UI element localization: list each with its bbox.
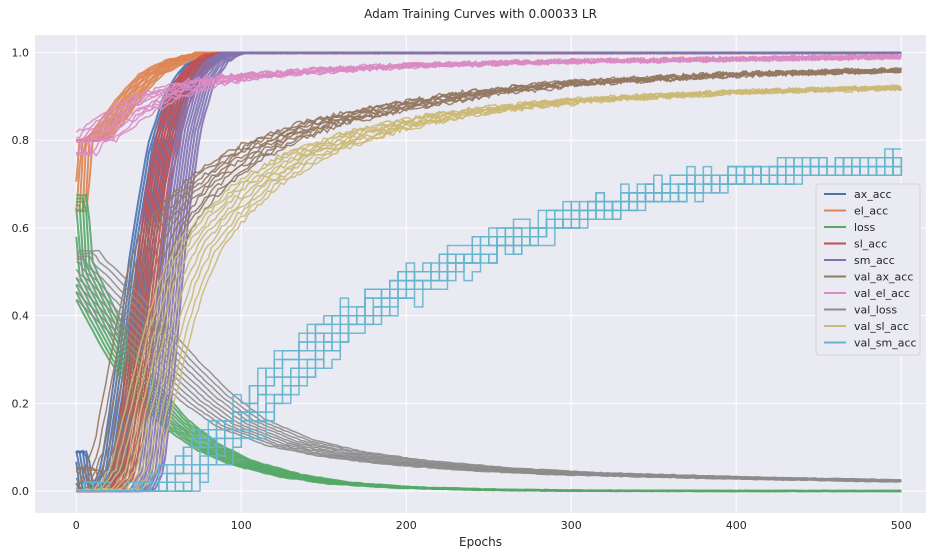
- y-tick-label: 0.8: [12, 134, 30, 147]
- series-line-val_sl_acc: [76, 85, 902, 492]
- x-tick-label: 400: [726, 519, 747, 532]
- legend-label: val_sm_acc: [854, 337, 917, 350]
- x-tick-label: 300: [561, 519, 582, 532]
- y-tick-label: 1.0: [12, 47, 30, 60]
- y-tick-label: 0.4: [12, 310, 30, 323]
- x-tick-labels: 0 100 200 300 400 500: [73, 519, 912, 532]
- legend-label: sl_acc: [854, 238, 887, 251]
- x-tick-label: 100: [231, 519, 252, 532]
- x-tick-label: 500: [891, 519, 912, 532]
- y-tick-labels: 0.0 0.2 0.4 0.6 0.8 1.0: [12, 47, 30, 499]
- y-tick-label: 0.2: [12, 397, 30, 410]
- legend-label: val_sl_acc: [854, 320, 909, 333]
- series-line-val_sm_acc: [76, 157, 902, 492]
- series-line-val_sl_acc: [75, 85, 902, 492]
- y-tick-label: 0.6: [12, 222, 30, 235]
- series-line-val_ax_acc: [75, 68, 902, 493]
- x-tick-label: 200: [396, 519, 417, 532]
- series-line-val_el_acc: [76, 54, 902, 157]
- chart-title: Adam Training Curves with 0.00033 LR: [364, 7, 597, 21]
- series-line-val_sm_acc: [76, 157, 902, 492]
- series-line-val_el_acc: [76, 54, 902, 157]
- legend-label: val_el_acc: [854, 287, 910, 300]
- y-tick-label: 0.0: [12, 485, 30, 498]
- legend-label: el_acc: [854, 205, 888, 218]
- series-group: [75, 51, 903, 493]
- legend-label: loss: [854, 221, 876, 234]
- x-axis-label: Epochs: [459, 535, 502, 549]
- legend-label: val_ax_acc: [854, 271, 913, 284]
- series-line-val_sl_acc: [76, 85, 902, 493]
- legend-label: val_loss: [854, 304, 897, 317]
- series-line-loss: [76, 193, 902, 493]
- legend-label: ax_acc: [854, 188, 892, 201]
- legend-label: sm_acc: [854, 254, 895, 267]
- x-tick-label: 0: [73, 519, 80, 532]
- series-line-val_loss: [76, 249, 902, 481]
- series-line-val_ax_acc: [76, 67, 902, 492]
